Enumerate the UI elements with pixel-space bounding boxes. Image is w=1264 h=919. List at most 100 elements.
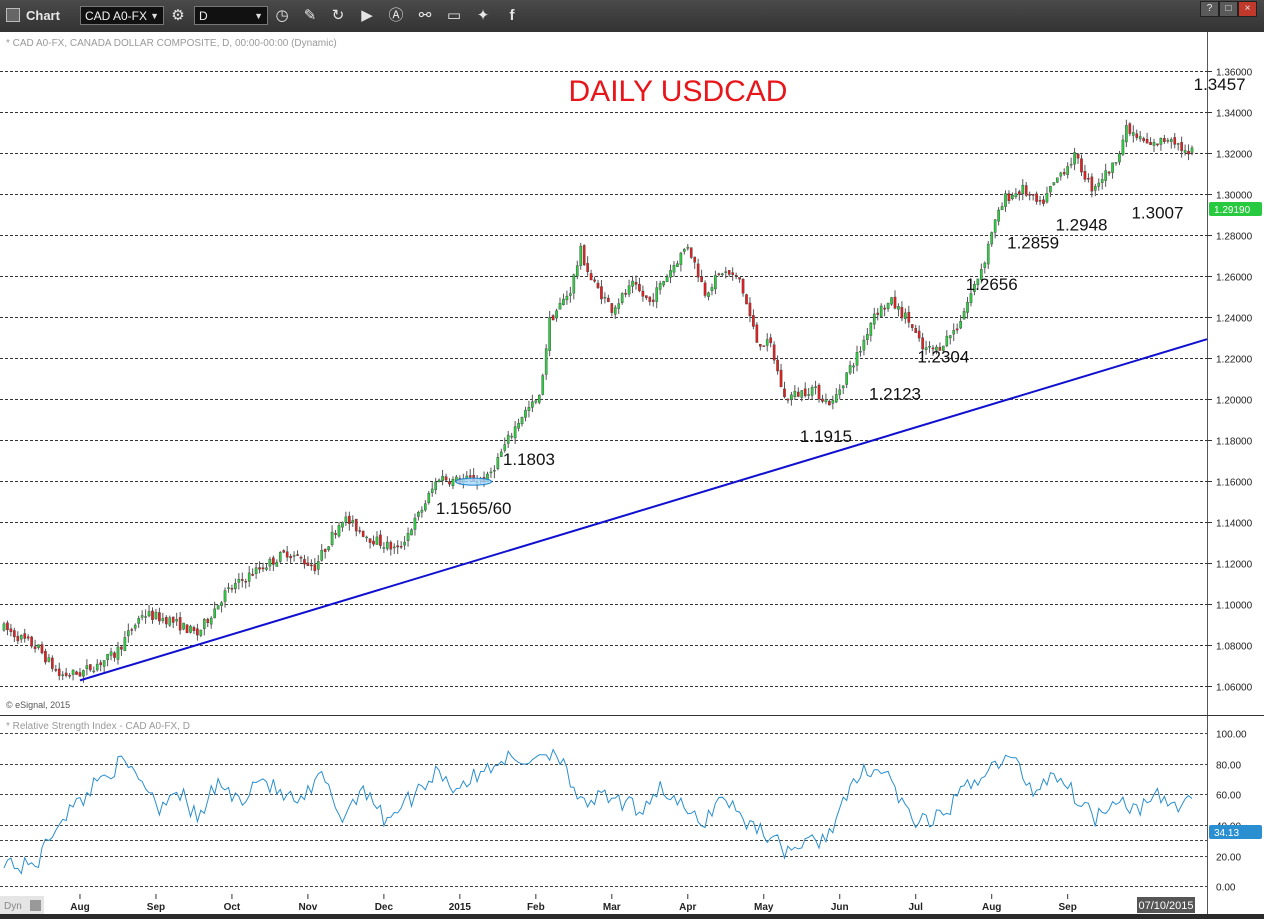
candle-down [251, 573, 254, 576]
candle-up [924, 347, 928, 351]
highlight-ellipse [455, 477, 493, 486]
candle-down [51, 657, 54, 669]
candle-down [1018, 191, 1021, 195]
time-tick-label: Sep [147, 902, 165, 913]
candle-up [220, 602, 223, 606]
candle-down [1087, 177, 1090, 180]
candle-up [102, 660, 106, 667]
candle-up [945, 335, 949, 346]
candle-up [810, 387, 814, 396]
candle-up [337, 525, 341, 537]
candle-up [85, 665, 89, 670]
candle-up [106, 653, 109, 661]
candle-down [396, 545, 400, 548]
candle-up [800, 390, 804, 398]
candle-down [689, 247, 693, 258]
candle-down [1028, 194, 1032, 196]
candle-down [368, 538, 372, 543]
candle-up [973, 284, 976, 292]
candle-up [82, 670, 85, 677]
price-annotation: 1.3007 [1131, 203, 1183, 222]
clock-icon[interactable]: ◷ [275, 7, 289, 24]
candle-up [95, 663, 99, 671]
candle-up [61, 674, 65, 676]
candle-down [151, 610, 154, 621]
candle-down [26, 636, 30, 639]
candle-down [372, 540, 375, 545]
candle-down [755, 324, 759, 343]
candle-up [879, 305, 883, 317]
candle-up [275, 562, 279, 567]
chevron-down-icon: ▼ [150, 11, 159, 21]
candle-up [199, 629, 203, 636]
pencil-icon[interactable]: ✎ [303, 7, 317, 24]
candle-down [64, 672, 68, 676]
app-title: Chart [26, 8, 60, 23]
candle-up [962, 311, 966, 320]
candle-up [1055, 177, 1059, 183]
candle-up [872, 313, 876, 325]
candle-up [845, 372, 848, 385]
maximize-button[interactable]: □ [1219, 1, 1238, 17]
candle-down [779, 369, 783, 388]
candle-down [796, 391, 800, 397]
draw-icon[interactable]: Ⓐ [388, 7, 404, 24]
grid-icon[interactable] [30, 900, 41, 911]
candle-down [589, 273, 593, 281]
candle-up [855, 352, 859, 366]
candle-down [645, 295, 648, 299]
refresh-icon[interactable]: ↻ [331, 7, 345, 24]
candle-up [140, 615, 144, 618]
symbol-select[interactable]: CAD A0-FX ▼ [80, 6, 164, 25]
candle-up [814, 386, 817, 388]
candle-down [448, 481, 451, 485]
candle-down [89, 664, 92, 671]
chart-area[interactable]: 1.06000 1.08000 1.10000 1.12000 1.14000 1.160… [0, 32, 1264, 914]
candle-up [189, 625, 192, 633]
copyright-label: © eSignal, 2015 [6, 700, 70, 710]
candle-down [914, 328, 918, 334]
candle-up [292, 555, 296, 557]
link-icon[interactable]: ⚯ [418, 7, 432, 24]
facebook-icon[interactable]: f [509, 7, 515, 24]
help-button[interactable]: ? [1200, 1, 1219, 17]
candle-up [572, 274, 576, 294]
candle-up [1183, 150, 1187, 153]
candle-down [1142, 138, 1145, 142]
candle-down [334, 533, 337, 535]
candle-down [803, 388, 807, 397]
candle-up [1052, 182, 1056, 186]
candle-up [569, 293, 572, 296]
candle-up [382, 547, 386, 549]
candle-up [676, 263, 679, 267]
interval-value: D [199, 9, 208, 23]
play-icon[interactable]: ▶ [361, 7, 373, 24]
time-tick-label: Apr [679, 902, 696, 913]
settings-icon[interactable]: ⚙ [171, 7, 185, 24]
candle-up [1104, 170, 1107, 181]
candle-down [1156, 143, 1159, 146]
candle-down [178, 617, 182, 631]
candle-down [582, 245, 586, 265]
candle-up [341, 521, 344, 528]
candle-up [672, 264, 676, 273]
interval-select[interactable]: D ▼ [194, 6, 268, 25]
candle-up [1014, 193, 1018, 198]
candle-up [330, 531, 334, 545]
candle-up [237, 578, 241, 583]
candle-down [1090, 176, 1094, 192]
candle-up [1069, 163, 1073, 166]
candle-down [1031, 194, 1035, 196]
candle-down [389, 541, 393, 550]
price-annotation: 1.1915 [800, 427, 852, 446]
candle-up [510, 435, 513, 438]
candle-up [841, 385, 845, 389]
close-button[interactable]: × [1238, 1, 1257, 17]
candle-up [683, 249, 686, 252]
candle-down [700, 276, 703, 283]
candle-up [441, 475, 444, 481]
candle-up [990, 232, 994, 245]
comment-icon[interactable]: ▭ [446, 7, 462, 24]
candle-down [164, 617, 168, 625]
twitter-icon[interactable]: ✦ [476, 7, 490, 24]
